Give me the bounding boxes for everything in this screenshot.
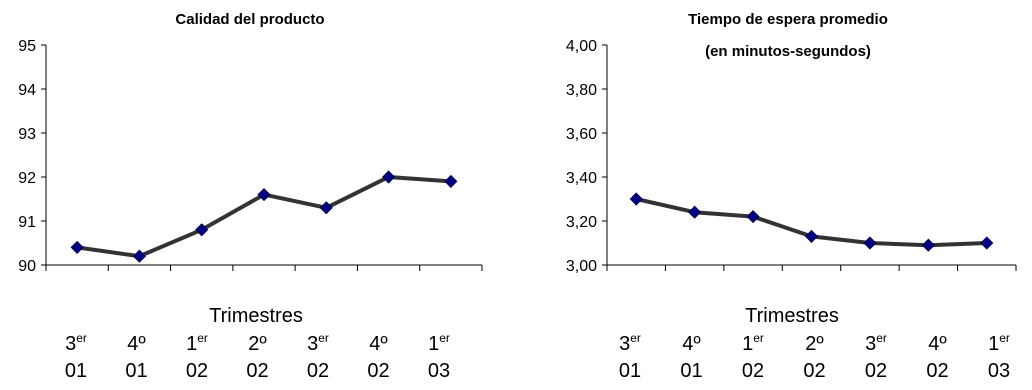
quarter-ordinal-suffix: er bbox=[876, 331, 887, 345]
x-tick-label-quarter: 3er bbox=[865, 331, 887, 355]
data-point-marker bbox=[746, 210, 760, 224]
quarter-ordinal-suffix: er bbox=[76, 331, 87, 345]
data-point-marker bbox=[688, 205, 702, 219]
x-tick-label-year: 01 bbox=[65, 360, 87, 382]
quarter-number: 3 bbox=[307, 333, 318, 355]
x-tick-label-quarter: 3er bbox=[65, 331, 87, 355]
data-point-marker bbox=[921, 238, 935, 252]
data-point-marker bbox=[319, 201, 333, 215]
x-tick-label-quarter: 1er bbox=[428, 331, 450, 355]
x-axis-title: Trimestres bbox=[745, 305, 839, 327]
quarter-number: 3 bbox=[619, 333, 630, 355]
x-tick-label-quarter: 3er bbox=[619, 331, 641, 355]
quarter-number: 2º bbox=[805, 333, 824, 355]
x-tick-label-year: 02 bbox=[246, 360, 268, 382]
data-point-marker bbox=[257, 188, 271, 202]
x-tick-label-quarter: 1er bbox=[988, 331, 1010, 355]
quarter-number: 4º bbox=[928, 333, 947, 355]
x-tick-label-quarter: 4º bbox=[127, 333, 146, 355]
data-point-marker bbox=[70, 240, 84, 254]
x-tick-label-quarter: 4º bbox=[369, 333, 388, 355]
y-tick-label: 93 bbox=[18, 126, 36, 143]
x-tick-label-year: 01 bbox=[125, 360, 147, 382]
quarter-number: 1 bbox=[186, 333, 197, 355]
quarter-ordinal-suffix: er bbox=[999, 331, 1010, 345]
plot-area: 9594939291903er014º011er022º023er024º021… bbox=[18, 38, 483, 382]
data-point-marker bbox=[382, 170, 396, 184]
chart-calidad-del-producto: Calidad del producto 95 94 93 92 91 90 3er 01 4º… bbox=[0, 0, 500, 385]
y-tick-label: 91 bbox=[18, 214, 36, 231]
x-tick-label-year: 02 bbox=[926, 360, 948, 382]
data-point-marker bbox=[804, 229, 819, 243]
data-point-marker bbox=[980, 236, 994, 250]
x-tick-label-year: 03 bbox=[988, 360, 1010, 382]
y-tick-label: 3,80 bbox=[566, 82, 597, 99]
x-tick-label-quarter: 2º bbox=[805, 333, 824, 355]
y-tick-label: 3,40 bbox=[566, 170, 597, 187]
x-tick-label-year: 02 bbox=[865, 360, 887, 382]
plot-area: 4,003,803,603,403,203,003er014º011er022º… bbox=[566, 38, 1017, 382]
chart-tiempo-de-espera: Tiempo de espera promedio (en minutos-se… bbox=[516, 0, 1032, 385]
x-tick-label-year: 02 bbox=[803, 360, 825, 382]
y-tick-label: 95 bbox=[18, 38, 36, 55]
quarter-number: 1 bbox=[988, 333, 999, 355]
data-point-marker bbox=[444, 174, 458, 188]
chart-title: Calidad del producto bbox=[175, 11, 324, 28]
quarter-ordinal-suffix: er bbox=[630, 331, 641, 345]
x-tick-label-quarter: 2º bbox=[248, 333, 267, 355]
x-tick-label-year: 03 bbox=[428, 360, 450, 382]
y-tick-label: 3,60 bbox=[566, 126, 597, 143]
chart-subtitle: (en minutos-segundos) bbox=[705, 43, 871, 60]
chart-svg: Calidad del producto 9594939291903er014º… bbox=[18, 11, 483, 382]
x-tick-label-year: 02 bbox=[742, 360, 764, 382]
quarter-ordinal-suffix: er bbox=[197, 331, 208, 345]
quarter-ordinal-suffix: er bbox=[439, 331, 450, 345]
quarter-number: 4º bbox=[682, 333, 701, 355]
x-tick-label-quarter: 3er bbox=[307, 331, 329, 355]
y-tick-label: 92 bbox=[18, 170, 36, 187]
data-point-marker bbox=[629, 192, 643, 206]
quarter-number: 4º bbox=[369, 333, 388, 355]
quarter-ordinal-suffix: er bbox=[318, 331, 329, 345]
y-tick-label: 4,00 bbox=[566, 38, 597, 55]
quarter-number: 4º bbox=[127, 333, 146, 355]
x-tick-label-year: 01 bbox=[680, 360, 702, 382]
x-tick-label-year: 01 bbox=[619, 360, 641, 382]
data-point-marker bbox=[863, 236, 877, 250]
x-tick-label-quarter: 1er bbox=[742, 331, 764, 355]
y-tick-label: 3,00 bbox=[566, 258, 597, 275]
x-tick-label-year: 02 bbox=[307, 360, 329, 382]
quarter-ordinal-suffix: er bbox=[753, 331, 764, 345]
y-tick-label: 3,20 bbox=[566, 214, 597, 231]
y-tick-label: 94 bbox=[18, 82, 36, 99]
x-tick-label-year: 02 bbox=[367, 360, 389, 382]
x-tick-label-quarter: 4º bbox=[682, 333, 701, 355]
chart-svg: Tiempo de espera promedio (en minutos-se… bbox=[566, 11, 1017, 382]
quarter-number: 3 bbox=[65, 333, 76, 355]
quarter-number: 1 bbox=[428, 333, 439, 355]
quarter-number: 2º bbox=[248, 333, 267, 355]
x-tick-label-quarter: 4º bbox=[928, 333, 947, 355]
x-tick-label-year: 02 bbox=[186, 360, 208, 382]
x-axis-title: Trimestres bbox=[209, 305, 303, 327]
quarter-number: 3 bbox=[865, 333, 876, 355]
data-point-marker bbox=[132, 249, 146, 263]
data-point-marker bbox=[195, 223, 209, 237]
y-tick-label: 90 bbox=[18, 258, 36, 275]
x-tick-label-quarter: 1er bbox=[186, 331, 208, 355]
chart-title: Tiempo de espera promedio bbox=[688, 11, 888, 28]
quarter-number: 1 bbox=[742, 333, 753, 355]
